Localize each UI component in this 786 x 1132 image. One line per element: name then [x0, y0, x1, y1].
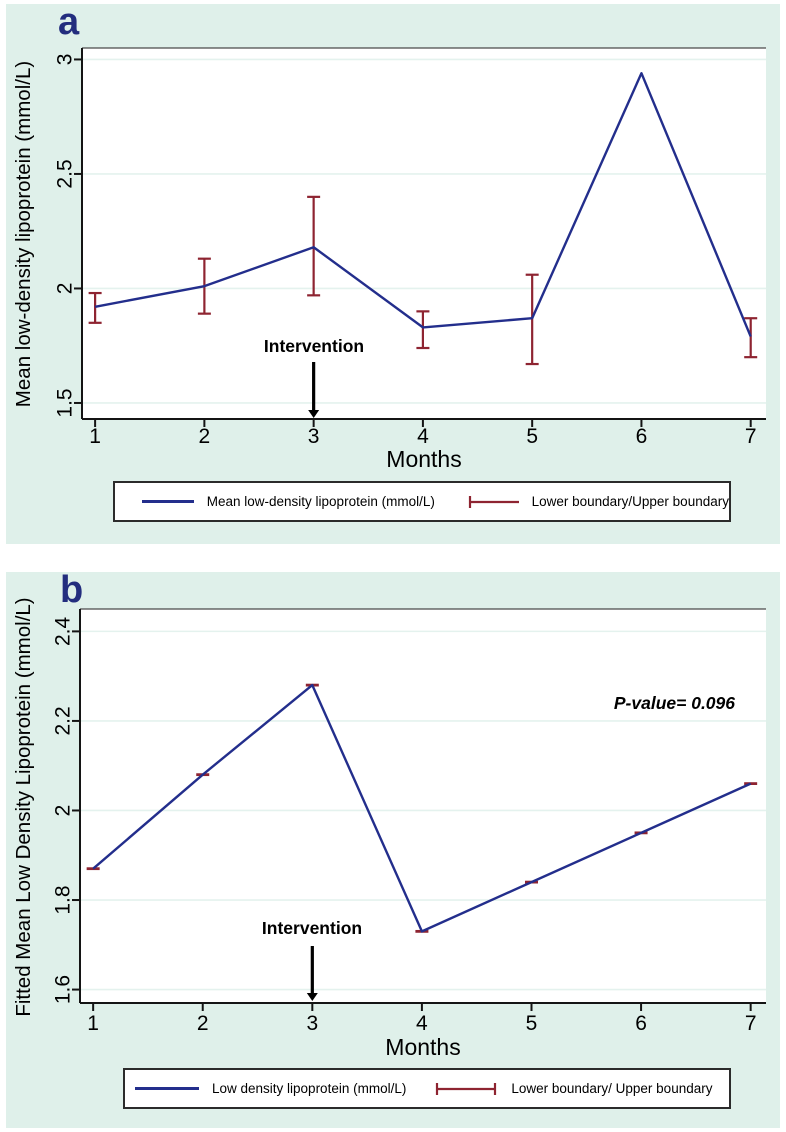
- x-tick-label: 5: [526, 1012, 538, 1035]
- y-tick-label: 1.8: [52, 885, 75, 914]
- x-tick-label: 3: [306, 1012, 318, 1035]
- panel-label-b: b: [60, 569, 84, 611]
- x-tick-label: 4: [417, 425, 429, 448]
- x-tick-label: 2: [197, 1012, 209, 1035]
- x-tick-label: 3: [308, 425, 320, 448]
- p-value-annotation: P-value= 0.096: [613, 693, 735, 713]
- x-axis-title-a: Months: [386, 446, 462, 472]
- plot-area-a: [82, 48, 766, 419]
- y-tick-label: 2: [52, 805, 75, 817]
- intervention-arrowhead-icon: [306, 993, 318, 1001]
- x-tick-label: 5: [526, 425, 538, 448]
- legend-errorbar-label-a: Lower boundary/Upper boundary: [531, 494, 729, 509]
- x-tick-label: 1: [87, 1012, 99, 1035]
- line-swatch-icon: [135, 1087, 199, 1090]
- y-axis-title-b: Fitted Mean Low Density Lipoprotein (mmo…: [12, 597, 35, 1017]
- legend-panel-b: Low density lipoprotein (mmol/L) Lower b…: [123, 1068, 731, 1109]
- x-tick-label: 1: [89, 425, 101, 448]
- data-line: [94, 71, 752, 338]
- legend-series-label-b: Low density lipoprotein (mmol/L): [212, 1081, 407, 1096]
- legend-series-label-a: Mean low-density lipoprotein (mmol/L): [206, 494, 435, 509]
- panel-label-a: a: [58, 1, 80, 43]
- x-tick-label: 7: [745, 1012, 757, 1035]
- x-tick-label: 4: [416, 1012, 428, 1035]
- intervention-annotation-a: Intervention: [263, 336, 365, 356]
- intervention-arrowhead-icon: [308, 410, 320, 418]
- intervention-annotation-b: Intervention: [261, 918, 363, 938]
- x-tick-label: 7: [745, 425, 757, 448]
- y-tick-label: 1.5: [54, 388, 77, 417]
- y-tick-label: 2.5: [54, 159, 77, 188]
- y-tick-label: 2.2: [52, 706, 75, 735]
- x-axis-title-b: Months: [385, 1034, 461, 1060]
- line-swatch-icon: [142, 500, 194, 503]
- x-tick-label: 6: [635, 1012, 647, 1035]
- data-line: [92, 683, 752, 933]
- error-bar-symbol-icon: [468, 495, 519, 508]
- y-tick-label: 2.4: [52, 616, 75, 646]
- error-bar-symbol-icon: [436, 1082, 497, 1095]
- y-tick-label: 2: [54, 283, 77, 295]
- y-axis-title-a: Mean low-density lipoprotein (mmol/L): [12, 60, 35, 408]
- legend-errorbar-label-b: Lower boundary/ Upper boundary: [511, 1081, 713, 1096]
- plot-area-b: [80, 609, 766, 1003]
- legend-panel-a: Mean low-density lipoprotein (mmol/L) Lo…: [113, 481, 731, 522]
- x-tick-label: 6: [636, 425, 648, 448]
- y-tick-label: 1.6: [52, 975, 75, 1004]
- x-tick-label: 2: [199, 425, 211, 448]
- y-tick-label: 3: [54, 54, 77, 66]
